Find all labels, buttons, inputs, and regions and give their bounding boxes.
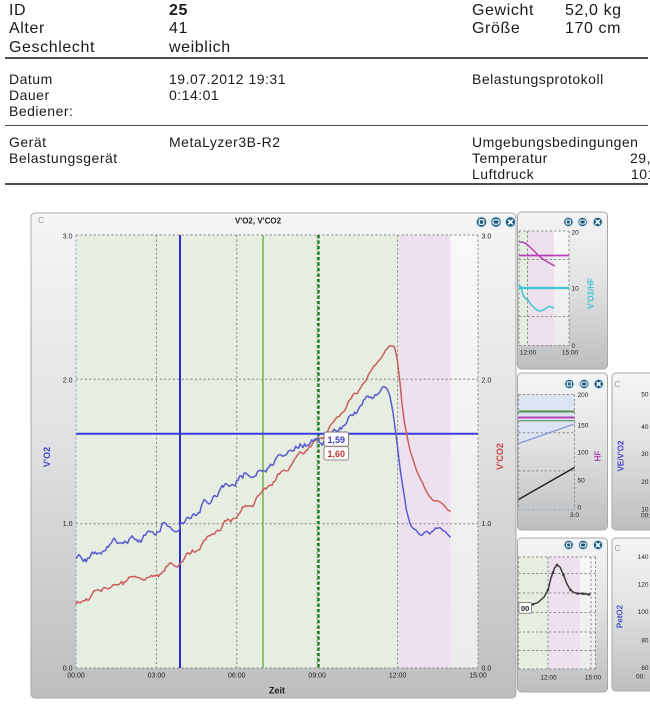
- svg-text:100: 100: [578, 450, 589, 457]
- svg-text:03:00: 03:00: [148, 673, 166, 680]
- svg-text:2.0: 2.0: [63, 377, 73, 384]
- svg-text:V'O2: V'O2: [42, 447, 52, 467]
- svg-text:150: 150: [578, 423, 589, 430]
- svg-text:1.0: 1.0: [63, 521, 73, 528]
- svg-text:30: 30: [641, 451, 649, 458]
- svg-text:C: C: [615, 379, 621, 389]
- svg-text:20: 20: [641, 479, 649, 486]
- svg-text:10: 10: [641, 507, 649, 514]
- svg-text:15:00: 15:00: [562, 350, 579, 357]
- svg-text:15:00: 15:00: [469, 673, 487, 680]
- svg-text:12:00: 12:00: [389, 673, 407, 680]
- svg-text:120: 120: [638, 582, 649, 589]
- svg-text:00:: 00:: [636, 674, 645, 681]
- svg-text:00:: 00:: [641, 513, 650, 520]
- svg-text:140: 140: [638, 554, 649, 561]
- svg-text:3.0: 3.0: [570, 512, 579, 519]
- svg-text:200: 200: [578, 392, 589, 399]
- svg-text:00:00: 00:00: [67, 673, 85, 680]
- svg-text:0.0: 0.0: [482, 665, 492, 672]
- svg-text:3.0: 3.0: [63, 233, 73, 240]
- svg-text:06:00: 06:00: [228, 673, 246, 680]
- svg-text:40: 40: [641, 424, 649, 431]
- svg-text:Zeit: Zeit: [269, 686, 285, 696]
- svg-text:C: C: [38, 215, 44, 225]
- svg-text:100: 100: [638, 609, 649, 616]
- svg-text:00: 00: [521, 604, 529, 613]
- svg-text:2.0: 2.0: [482, 377, 492, 384]
- svg-text:C: C: [615, 543, 621, 553]
- svg-text:50: 50: [578, 478, 586, 485]
- svg-text:12:00: 12:00: [520, 350, 537, 357]
- svg-text:V'CO2: V'CO2: [495, 443, 505, 470]
- svg-text:50: 50: [641, 392, 649, 399]
- svg-text:3.0: 3.0: [482, 233, 492, 240]
- svg-text:09:00: 09:00: [308, 673, 326, 680]
- svg-text:15:00: 15:00: [585, 675, 602, 682]
- svg-text:VE/V'O2: VE/V'O2: [617, 440, 626, 471]
- svg-text:1.0: 1.0: [482, 521, 492, 528]
- svg-text:12:00: 12:00: [540, 675, 557, 682]
- svg-text:0.0: 0.0: [63, 665, 73, 672]
- svg-text:10: 10: [572, 286, 580, 293]
- svg-text:V'O2/HF: V'O2/HF: [587, 278, 596, 309]
- svg-text:V'O2, V'CO2: V'O2, V'CO2: [235, 217, 282, 226]
- svg-text:1,60: 1,60: [328, 449, 346, 459]
- svg-text:60: 60: [641, 665, 649, 672]
- svg-text:20: 20: [572, 230, 580, 237]
- svg-text:0: 0: [578, 505, 582, 512]
- svg-text:80: 80: [641, 638, 649, 645]
- svg-text:PetO2: PetO2: [616, 604, 625, 628]
- svg-text:0: 0: [572, 343, 576, 350]
- svg-text:HF: HF: [594, 451, 603, 462]
- svg-text:1,59: 1,59: [328, 435, 346, 445]
